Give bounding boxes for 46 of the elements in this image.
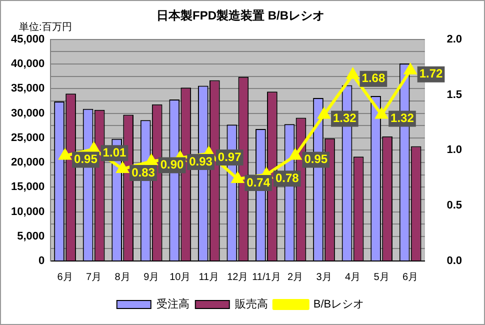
x-tick-label: 5月 — [374, 272, 390, 283]
x-tick-label: 6月 — [57, 272, 73, 283]
x-tick-label: 11/1月 — [252, 272, 281, 283]
y-tick-label: 20,000 — [10, 156, 45, 169]
data-label: 0.95 — [304, 152, 328, 166]
data-label: 1.32 — [390, 111, 414, 126]
y2-tick-label: 1.0 — [446, 144, 462, 156]
data-label: 0.83 — [132, 165, 156, 180]
y-axis-title: 単位:百万円 — [19, 20, 72, 33]
y-tick-label: 35,000 — [10, 82, 45, 95]
y2-tick-label: 0.5 — [446, 200, 462, 212]
x-tick-label: 3月 — [316, 272, 332, 283]
y-tick-label: 45,000 — [10, 33, 45, 46]
y-tick-label: 5,000 — [17, 230, 45, 242]
legend-label: B/Bレシオ — [313, 298, 364, 311]
data-label: 1.01 — [102, 145, 126, 160]
data-label: 0.74 — [246, 175, 270, 190]
y-tick-label: 25,000 — [10, 132, 45, 144]
y2-tick-label: 2.0 — [446, 33, 462, 46]
x-tick-label: 2月 — [287, 272, 304, 283]
data-label: 1.72 — [419, 66, 444, 81]
legend-label: 販売高 — [234, 298, 268, 311]
x-tick-label: 11月 — [198, 272, 220, 283]
data-label: 0.90 — [160, 158, 184, 172]
data-label: 0.97 — [218, 150, 242, 164]
y2-tick-label: 1.5 — [446, 88, 462, 101]
data-label: 1.68 — [362, 71, 386, 86]
x-tick-label: 4月 — [344, 272, 361, 283]
data-label: 0.78 — [275, 170, 300, 185]
y-tick-label: 0 — [38, 255, 45, 268]
x-tick-label: 6月 — [402, 272, 418, 283]
data-label: 0.93 — [189, 154, 213, 168]
y-tick-label: 30,000 — [10, 107, 45, 120]
y-tick-label: 15,000 — [10, 181, 45, 194]
x-tick-label: 10月 — [170, 272, 191, 283]
x-tick-label: 12月 — [227, 272, 248, 283]
legend-label: 受注高 — [156, 298, 190, 311]
x-tick-label: 8月 — [114, 272, 130, 283]
x-tick-label: 9月 — [144, 272, 160, 283]
x-tick-label: 7月 — [86, 272, 102, 283]
y2-tick-label: 0.0 — [446, 255, 462, 268]
chart-title: 日本製FPD製造装置 B/Bレシオ — [156, 8, 324, 23]
y-tick-label: 10,000 — [10, 206, 45, 218]
y-tick-label: 40,000 — [10, 58, 45, 70]
data-label: 1.32 — [333, 111, 357, 126]
data-label: 0.95 — [74, 152, 98, 166]
